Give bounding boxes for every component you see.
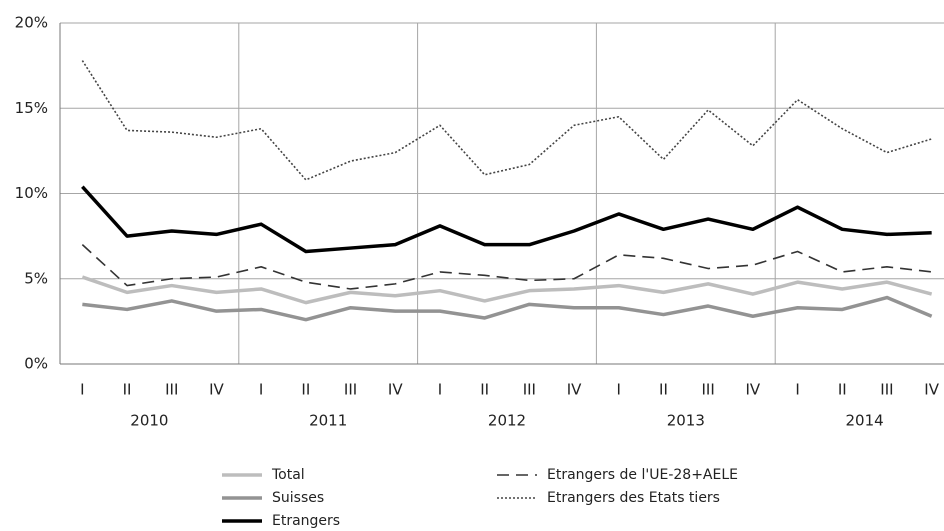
year-label: 2010 [130,412,168,430]
legend-label: Total [271,467,305,483]
x-tick-label: IV [567,381,582,399]
x-tick-label: II [123,381,132,399]
x-tick-label: IV [746,381,761,399]
series-line [81,275,933,305]
year-label: 2014 [846,412,884,430]
x-tick-label: I [795,381,799,399]
legend-label: Etrangers [272,513,340,529]
series-line [82,295,933,322]
x-tick-label: III [165,381,178,399]
x-tick-label: I [617,381,621,399]
series-line [81,60,932,181]
legend-label: Suisses [272,490,324,506]
y-tick-label: 20% [15,14,48,32]
y-tick-label: 0% [24,355,48,373]
x-tick-label: II [480,381,489,399]
legend: Total Suisses Etrangers Etrangers de l'UE-2… [222,467,738,529]
series-line [81,185,932,254]
y-tick-label: 5% [24,269,48,287]
x-tick-label: II [838,381,847,399]
legend-label: Etrangers des Etats tiers [547,490,720,506]
x-tick-label: III [702,381,715,399]
x-tick-label: I [259,381,263,399]
x-tick-label: III [523,381,536,399]
x-tick-label: II [659,381,668,399]
x-tick-label: IV [209,381,224,399]
x-tick-label: IV [388,381,403,399]
y-tick-label: 10% [15,184,48,202]
x-tick-label: III [880,381,893,399]
x-tick-label: I [80,381,84,399]
x-tick-label: III [344,381,357,399]
legend-label: Etrangers de l'UE-28+AELE [547,467,738,483]
x-tick-label: II [301,381,310,399]
x-tick-label: IV [924,381,939,399]
series-line [81,244,932,290]
y-tick-label: 15% [15,99,48,117]
year-label: 2013 [667,412,705,430]
x-tick-label: I [438,381,442,399]
year-label: 2011 [309,412,347,430]
year-label: 2012 [488,412,526,430]
